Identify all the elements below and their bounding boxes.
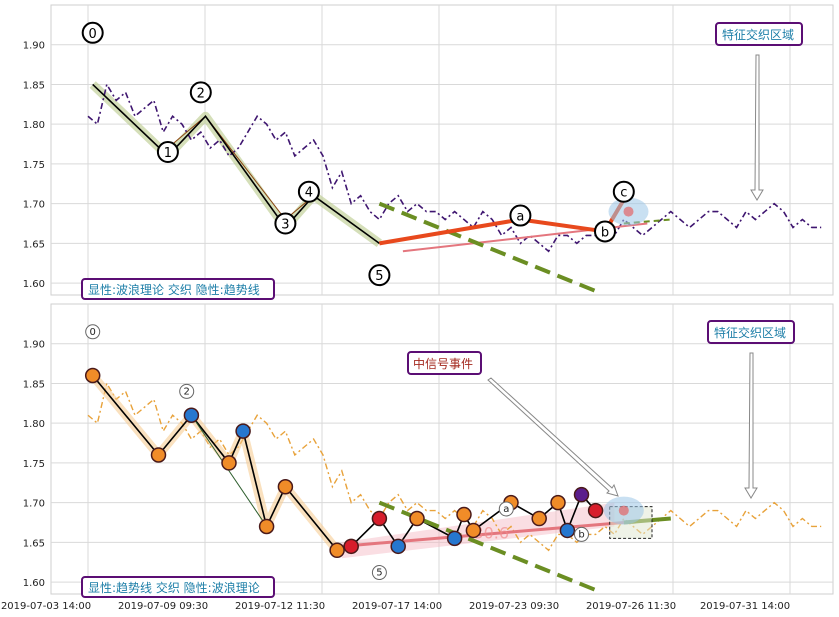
top-caption-text: 显性:波浪理论 交织 隐性:趋势线 xyxy=(88,282,260,297)
price-line xyxy=(87,82,822,253)
x-tick-label: 2019-07-31 14:00 xyxy=(700,601,790,612)
wave-label-circle xyxy=(179,383,195,399)
bottom-annotation-text: 特征交织区域 xyxy=(714,325,786,340)
y-tick-label: 1.70 xyxy=(23,499,45,510)
correction-label: a xyxy=(516,210,524,225)
wave-marker xyxy=(183,407,200,423)
event-annotation-text: 中信号事件 xyxy=(413,356,473,371)
secondary-path xyxy=(167,115,314,221)
wave-label-circle xyxy=(274,212,297,235)
wave-label-circle xyxy=(371,565,387,581)
y-tick-label: 1.85 xyxy=(23,379,45,390)
wave-label: 4 xyxy=(305,186,313,201)
trend-down-line xyxy=(378,201,597,293)
y-tick-label: 1.90 xyxy=(23,41,45,52)
bottom-caption: 显性:趋势线 交织 隐性:波浪理论 xyxy=(81,576,275,598)
x-tick-label: 2019-07-12 11:30 xyxy=(235,601,325,612)
trend-marker xyxy=(587,502,604,519)
wave-label-circle xyxy=(156,140,179,163)
correction-label-circle xyxy=(509,204,532,227)
x-tick-label: 2019-07-23 09:30 xyxy=(469,601,559,612)
wave-line xyxy=(92,83,380,245)
annotation-arrow xyxy=(744,352,758,499)
trend-marker xyxy=(446,530,463,547)
interleave-dot xyxy=(618,505,629,516)
trend-marker xyxy=(371,510,388,527)
trend-marker xyxy=(550,494,566,511)
y-tick-label: 1.90 xyxy=(23,340,45,351)
y-tick-label: 1.75 xyxy=(23,160,45,171)
trend-marker xyxy=(559,522,576,539)
wave-marker xyxy=(150,447,167,463)
trend-marker xyxy=(343,538,359,555)
wave-label: 3 xyxy=(281,217,289,232)
trend-marker xyxy=(465,522,482,539)
wave-marker xyxy=(329,542,345,559)
correction-label: b xyxy=(601,225,609,240)
trend-up-line xyxy=(341,520,624,548)
y-tick-label: 1.65 xyxy=(23,239,45,250)
y-tick-label: 1.80 xyxy=(23,419,45,430)
wave-label: a xyxy=(503,504,509,515)
y-tick-label: 1.70 xyxy=(23,200,45,211)
wave-label: 5 xyxy=(375,269,383,284)
wave-label: b xyxy=(578,529,584,540)
trend-marker xyxy=(456,506,472,523)
event-annotation: 中信号事件 xyxy=(407,351,482,375)
bottom-annotation: 特征交织区域 xyxy=(707,320,795,344)
wave-label-circle xyxy=(81,21,104,44)
y-tick-label: 1.85 xyxy=(23,80,45,91)
top-caption: 显性:波浪理论 交织 隐性:趋势线 xyxy=(81,278,275,300)
correction-label-circle xyxy=(612,180,635,203)
trend-marker xyxy=(573,486,590,503)
y-tick-label: 1.60 xyxy=(23,578,45,589)
event-arrow xyxy=(487,377,619,497)
wave-label: 2 xyxy=(197,86,205,101)
wave-marker xyxy=(235,423,251,439)
watermark: 30.6 xyxy=(473,523,509,542)
x-tick-label: 2019-07-17 14:00 xyxy=(352,601,442,612)
secondary-path xyxy=(190,414,268,527)
bottom-caption-text: 显性:趋势线 交织 隐性:波浪理论 xyxy=(88,580,260,595)
top-annotation: 特征交织区域 xyxy=(715,22,803,46)
wave-label: 2 xyxy=(184,386,190,397)
wave-marker xyxy=(277,478,294,495)
y-tick-label: 1.80 xyxy=(23,120,45,131)
wave-label: 0 xyxy=(90,327,96,338)
wave-label: 0 xyxy=(89,27,97,42)
y-tick-label: 1.75 xyxy=(23,459,45,470)
interleave-dot xyxy=(623,206,634,217)
wave-marker xyxy=(84,367,101,384)
x-tick-label: 2019-07-09 09:30 xyxy=(118,601,208,612)
x-tick-label: 2019-07-26 11:30 xyxy=(586,601,676,612)
wave-marker xyxy=(258,518,275,535)
wave-label-circle xyxy=(85,324,101,340)
correction-label: c xyxy=(620,186,627,201)
top-annotation-text: 特征交织区域 xyxy=(722,27,794,42)
annotation-arrow xyxy=(750,54,764,201)
trend-marker xyxy=(390,538,406,555)
wave-marker xyxy=(221,455,237,471)
wave-label: 5 xyxy=(376,568,382,579)
y-tick-label: 1.60 xyxy=(23,279,45,290)
trend-marker xyxy=(531,510,547,527)
wave-label-circle xyxy=(189,81,212,104)
wave-label-circle xyxy=(574,526,589,542)
x-tick-label: 2019-07-03 14:00 xyxy=(1,601,91,612)
trend-right-line xyxy=(623,218,671,225)
y-tick-label: 1.65 xyxy=(23,538,45,549)
trend-marker xyxy=(409,510,425,527)
price-line xyxy=(87,381,822,552)
wave-label-circle xyxy=(368,264,391,287)
correction-label-circle xyxy=(594,220,616,243)
wave-label: 1 xyxy=(164,146,172,161)
wave-label-circle xyxy=(498,501,514,517)
wave-label-circle xyxy=(297,180,320,203)
